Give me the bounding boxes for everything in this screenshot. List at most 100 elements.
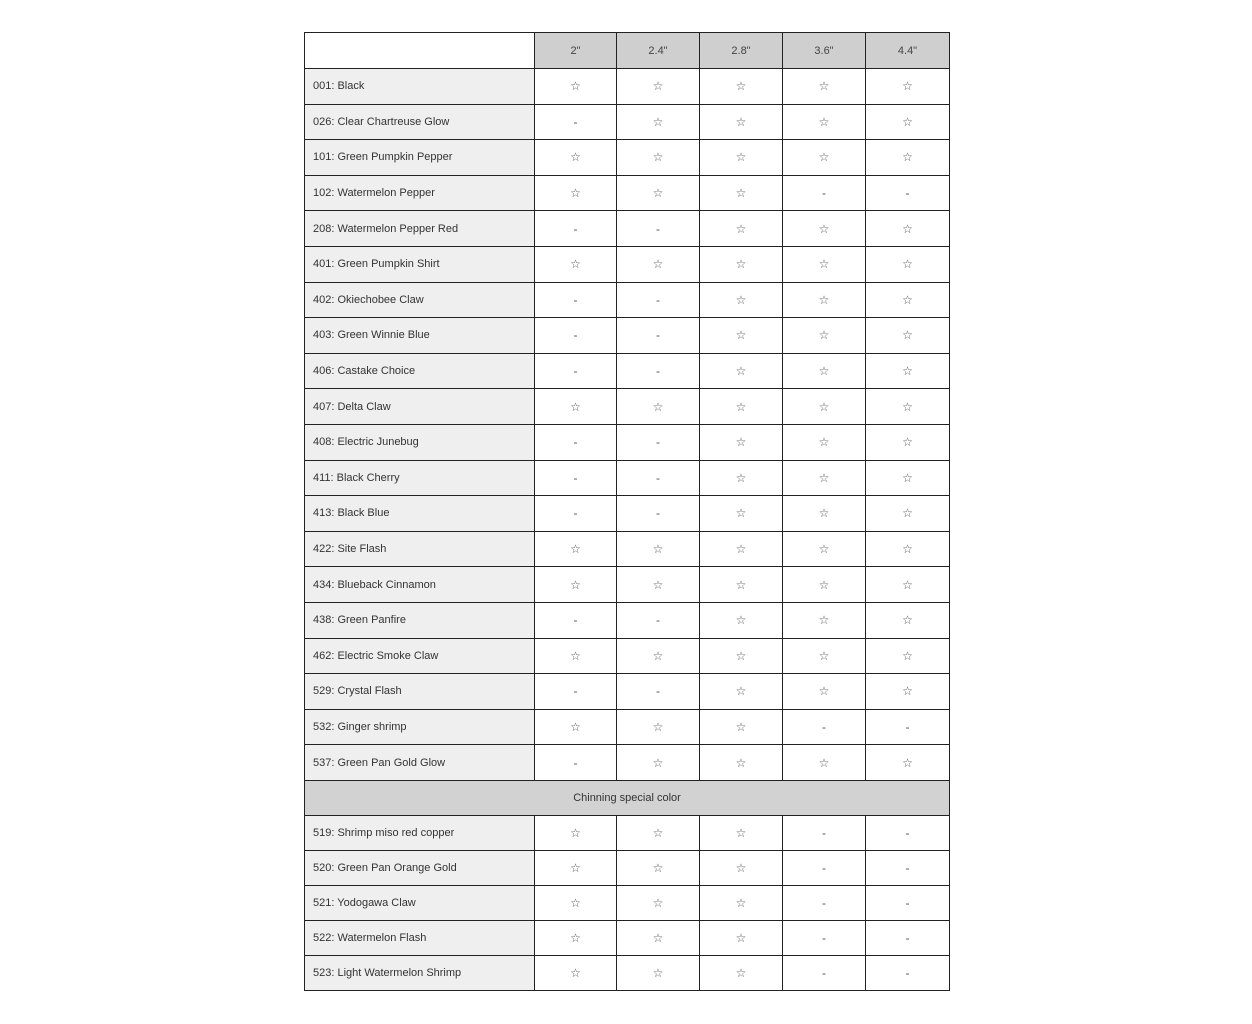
star-outline-icon: ☆ [699,673,783,710]
star-outline-icon: ☆ [865,317,950,354]
table-row: 001: Black ☆ ☆ ☆ ☆ ☆ [304,68,950,105]
color-name: 102: Watermelon Pepper [304,174,535,212]
unavailable-dash: - [865,174,950,212]
star-outline-icon: ☆ [782,601,866,639]
star-outline-icon: ☆ [782,388,866,425]
color-name: 422: Site Flash [304,530,535,568]
table-row: 422: Site Flash ☆ ☆ ☆ ☆ ☆ [304,530,950,568]
star-outline-icon: ☆ [865,566,950,603]
star-outline-icon: ☆ [534,68,617,105]
table-row: 532: Ginger shrimp ☆ ☆ ☆ - - [304,708,950,746]
table-row: 537: Green Pan Gold Glow - ☆ ☆ ☆ ☆ [304,744,950,781]
star-outline-icon: ☆ [616,708,700,746]
star-outline-icon: ☆ [699,744,783,781]
unavailable-dash: - [865,849,950,886]
star-outline-icon: ☆ [782,103,866,141]
star-outline-icon: ☆ [699,139,783,176]
star-outline-icon: ☆ [782,317,866,354]
star-outline-icon: ☆ [865,459,950,497]
star-outline-icon: ☆ [616,744,700,781]
star-outline-icon: ☆ [699,814,783,851]
section-row: Chinning special color [304,779,950,816]
table-row: 521: Yodogawa Claw ☆ ☆ ☆ - - [304,884,950,921]
star-outline-icon: ☆ [782,139,866,176]
unavailable-dash: - [616,423,700,461]
star-outline-icon: ☆ [865,68,950,105]
star-outline-icon: ☆ [865,103,950,141]
unavailable-dash: - [865,708,950,746]
star-outline-icon: ☆ [865,388,950,425]
star-outline-icon: ☆ [865,495,950,532]
column-header-2.8in: 2.8" [699,32,783,69]
unavailable-dash: - [616,673,700,710]
table-row: 519: Shrimp miso red copper ☆ ☆ ☆ - - [304,814,950,851]
star-outline-icon: ☆ [699,423,783,461]
star-outline-icon: ☆ [865,637,950,675]
star-outline-icon: ☆ [534,566,617,603]
unavailable-dash: - [534,423,617,461]
color-name: 402: Okiechobee Claw [304,281,535,319]
star-outline-icon: ☆ [699,601,783,639]
table-row: 208: Watermelon Pepper Red - - ☆ ☆ ☆ [304,210,950,247]
star-outline-icon: ☆ [699,388,783,425]
star-outline-icon: ☆ [699,317,783,354]
unavailable-dash: - [782,708,866,746]
column-header-4.4in: 4.4" [865,32,950,69]
star-outline-icon: ☆ [865,210,950,247]
unavailable-dash: - [782,954,866,991]
star-outline-icon: ☆ [534,530,617,568]
unavailable-dash: - [865,954,950,991]
unavailable-dash: - [865,884,950,921]
star-outline-icon: ☆ [782,423,866,461]
unavailable-dash: - [616,352,700,390]
color-name: 438: Green Panfire [304,601,535,639]
table-row: 522: Watermelon Flash ☆ ☆ ☆ - - [304,919,950,956]
column-header-2in: 2" [534,32,617,69]
star-outline-icon: ☆ [782,495,866,532]
table-row: 406: Castake Choice - - ☆ ☆ ☆ [304,352,950,390]
table-row: 438: Green Panfire - - ☆ ☆ ☆ [304,601,950,639]
table-row: 529: Crystal Flash - - ☆ ☆ ☆ [304,673,950,710]
unavailable-dash: - [534,673,617,710]
star-outline-icon: ☆ [616,919,700,956]
main-rows: 001: Black ☆ ☆ ☆ ☆ ☆ 026: Clear Chartreuse Glo… [304,68,950,781]
star-outline-icon: ☆ [534,708,617,746]
star-outline-icon: ☆ [782,281,866,319]
star-outline-icon: ☆ [534,388,617,425]
star-outline-icon: ☆ [865,352,950,390]
star-outline-icon: ☆ [782,637,866,675]
color-name: 408: Electric Junebug [304,423,535,461]
star-outline-icon: ☆ [534,814,617,851]
star-outline-icon: ☆ [782,352,866,390]
table-row: 411: Black Cherry - - ☆ ☆ ☆ [304,459,950,497]
color-name: 001: Black [304,68,535,105]
table-row: 407: Delta Claw ☆ ☆ ☆ ☆ ☆ [304,388,950,425]
star-outline-icon: ☆ [699,637,783,675]
star-outline-icon: ☆ [699,352,783,390]
star-outline-icon: ☆ [699,849,783,886]
table-row: 434: Blueback Cinnamon ☆ ☆ ☆ ☆ ☆ [304,566,950,603]
color-name: 406: Castake Choice [304,352,535,390]
star-outline-icon: ☆ [616,245,700,283]
color-name: 208: Watermelon Pepper Red [304,210,535,247]
star-outline-icon: ☆ [534,637,617,675]
star-outline-icon: ☆ [616,954,700,991]
star-outline-icon: ☆ [865,530,950,568]
unavailable-dash: - [782,849,866,886]
star-outline-icon: ☆ [782,673,866,710]
table-row: 413: Black Blue - - ☆ ☆ ☆ [304,495,950,532]
star-outline-icon: ☆ [616,103,700,141]
star-outline-icon: ☆ [782,530,866,568]
unavailable-dash: - [782,814,866,851]
star-outline-icon: ☆ [699,174,783,212]
unavailable-dash: - [534,601,617,639]
unavailable-dash: - [865,919,950,956]
star-outline-icon: ☆ [865,423,950,461]
color-name: 529: Crystal Flash [304,673,535,710]
unavailable-dash: - [534,744,617,781]
section-title: Chinning special color [304,779,950,816]
unavailable-dash: - [534,495,617,532]
color-name: 026: Clear Chartreuse Glow [304,103,535,141]
star-outline-icon: ☆ [616,139,700,176]
star-outline-icon: ☆ [865,245,950,283]
